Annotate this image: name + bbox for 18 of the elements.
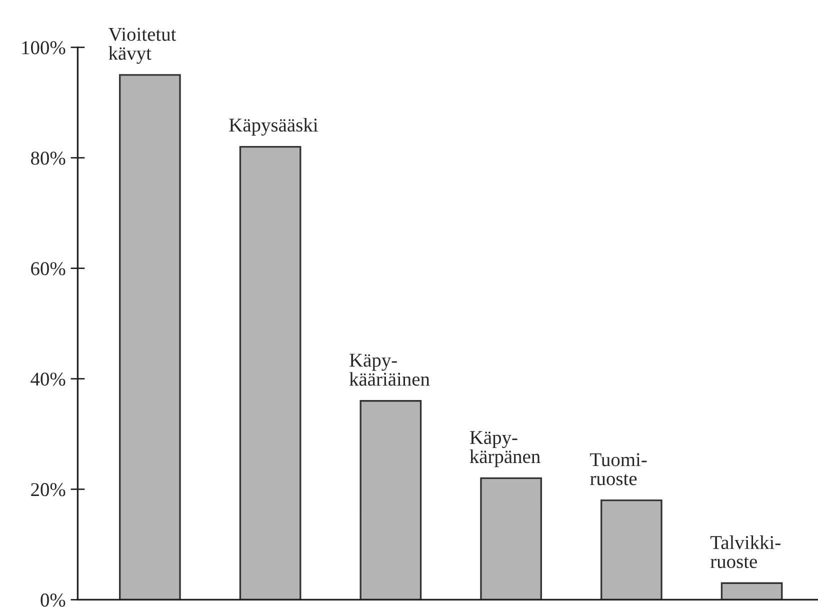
bar	[360, 400, 422, 600]
x-tick-label: Tuomi- ruoste	[590, 453, 647, 486]
x-tick-label: Vioitetut kävyt	[108, 28, 176, 64]
x-tick-label: Käpy- kärpänen	[470, 431, 540, 468]
y-tick-label: 100%	[22, 41, 66, 54]
bar	[239, 146, 302, 600]
y-tick-label: 60%	[31, 262, 66, 276]
bar	[720, 582, 783, 600]
y-tick-label: 80%	[31, 152, 66, 165]
y-tick-label: 40%	[30, 372, 66, 386]
bar	[480, 477, 542, 600]
x-tick-label: Käpy- kääriäinen	[349, 354, 430, 386]
bar	[119, 74, 181, 600]
y-tick-label: 0%	[40, 594, 66, 607]
x-tick-label: Käpysääski	[229, 118, 318, 136]
x-tick-label: Talvikki- ruoste	[710, 535, 780, 568]
y-tick-label: 20%	[31, 483, 66, 496]
bar	[600, 499, 662, 600]
